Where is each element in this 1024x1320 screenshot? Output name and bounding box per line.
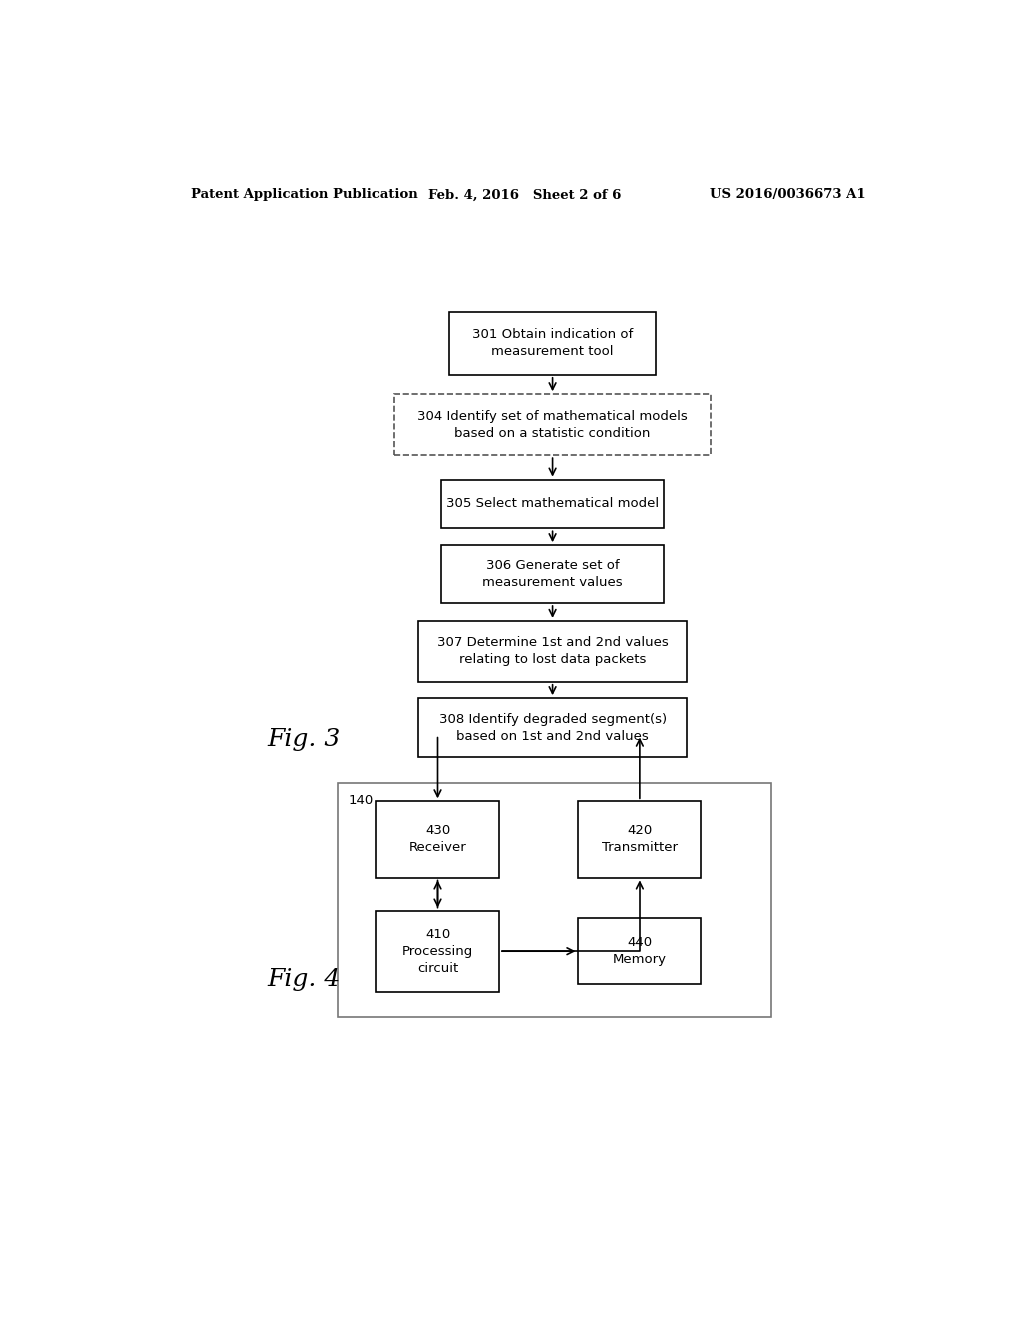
Bar [338, 784, 771, 1018]
Bar [441, 479, 664, 528]
Text: Fig. 3: Fig. 3 [267, 729, 340, 751]
Text: 301 Obtain indication of
measurement tool: 301 Obtain indication of measurement too… [472, 329, 633, 359]
Text: US 2016/0036673 A1: US 2016/0036673 A1 [711, 189, 866, 202]
Text: 304 Identify set of mathematical models
based on a statistic condition: 304 Identify set of mathematical models … [417, 409, 688, 440]
Text: Feb. 4, 2016   Sheet 2 of 6: Feb. 4, 2016 Sheet 2 of 6 [428, 189, 622, 202]
Text: Fig. 4: Fig. 4 [267, 968, 340, 991]
Bar [376, 801, 499, 878]
Text: 420
Transmitter: 420 Transmitter [602, 825, 678, 854]
Text: 308 Identify degraded segment(s)
based on 1st and 2nd values: 308 Identify degraded segment(s) based o… [438, 713, 667, 743]
Text: 140: 140 [348, 793, 374, 807]
Text: 305 Select mathematical model: 305 Select mathematical model [446, 498, 659, 511]
Bar [394, 395, 712, 455]
Text: 410
Processing
circuit: 410 Processing circuit [401, 928, 473, 974]
Text: 306 Generate set of
measurement values: 306 Generate set of measurement values [482, 560, 623, 589]
Bar [579, 801, 701, 878]
Bar [376, 911, 499, 991]
Text: 440
Memory: 440 Memory [613, 936, 667, 966]
Bar [441, 545, 664, 603]
Bar [418, 620, 687, 682]
Bar [579, 919, 701, 985]
Bar [450, 312, 655, 375]
Bar [418, 698, 687, 758]
Text: Patent Application Publication: Patent Application Publication [191, 189, 418, 202]
Text: 430
Receiver: 430 Receiver [409, 825, 466, 854]
Text: 307 Determine 1st and 2nd values
relating to lost data packets: 307 Determine 1st and 2nd values relatin… [436, 636, 669, 667]
